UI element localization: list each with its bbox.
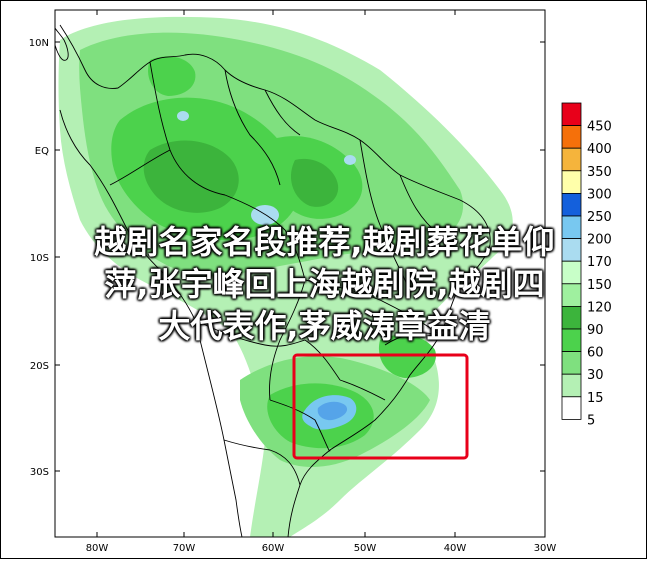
state-lines-1	[359, 139, 411, 291]
overlay-title-line-1: 越剧名家名段推荐,越剧葬花单仰	[94, 223, 555, 261]
colorbar-label-120: 120	[587, 300, 612, 315]
lon-label-60w: 60W	[262, 543, 285, 554]
pacific-coastline	[59, 109, 243, 537]
overlay-title-line-2: 萍,张宇峰回上海越剧院,越剧四	[104, 265, 545, 303]
lon-label-40w: 40W	[444, 543, 467, 554]
precip-blue-spot-2	[177, 111, 189, 121]
lat-label-10s: 10S	[30, 253, 49, 264]
central-america-coast	[55, 27, 69, 61]
precip-deep-core-1	[143, 140, 239, 213]
lat-label-eq: EQ	[35, 146, 49, 157]
colorbar-label-30: 30	[587, 368, 604, 383]
lon-label-50w: 50W	[354, 543, 377, 554]
border-8	[224, 69, 281, 186]
border-10	[223, 439, 301, 486]
colorbar-swatch-400	[561, 125, 582, 149]
colorbar-label-350: 350	[587, 165, 612, 180]
colorbar-label-15: 15	[587, 391, 604, 406]
highlight-box	[292, 353, 469, 460]
lon-label-30w: 30W	[534, 543, 557, 554]
state-lines-2	[399, 174, 441, 236]
precip-fields	[58, 16, 513, 537]
colorbar-label-450: 450	[587, 120, 612, 135]
border-9	[264, 89, 301, 136]
state-lines-3	[384, 332, 441, 346]
colorbar-swatch-5	[561, 396, 582, 420]
lon-label-80w: 80W	[86, 543, 109, 554]
colorbar-label-5: 5	[587, 413, 595, 428]
colorbar-label-170: 170	[587, 255, 612, 270]
colorbar-label-200: 200	[587, 233, 612, 248]
colorbar-label-300: 300	[587, 187, 612, 202]
colorbar-swatch-350	[561, 147, 582, 172]
state-lines-5	[339, 379, 386, 401]
overlay-title-line-3: 大代表作,茅威涛章益清	[158, 307, 491, 345]
colorbar: 450 400 350 300 250 200 170 150 120 90 60 30 15 5	[561, 102, 612, 428]
border-2	[224, 194, 306, 281]
precip-blue-core	[317, 401, 348, 421]
border-1	[149, 61, 226, 196]
lat-label-20s: 20S	[30, 361, 49, 372]
lon-label-70w: 70W	[173, 543, 196, 554]
colorbar-label-400: 400	[587, 142, 612, 157]
precip-deep-core-2	[290, 158, 339, 207]
border-5	[269, 399, 331, 452]
coastlines	[55, 24, 491, 537]
lat-label-10n: 10N	[29, 38, 49, 49]
border-4	[269, 279, 306, 401]
lat-label-30s: 30S	[30, 467, 49, 478]
colorbar-label-150: 150	[587, 278, 612, 293]
border-6	[194, 319, 306, 347]
axis-ticks	[55, 10, 545, 537]
colorbar-swatch-15	[561, 373, 582, 398]
colorbar-swatch-450	[561, 102, 582, 127]
colorbar-label-60: 60	[587, 346, 604, 361]
colorbar-label-90: 90	[587, 323, 604, 338]
state-lines-4	[304, 279, 441, 336]
colorbar-swatch-300	[561, 170, 582, 194]
colorbar-label-250: 250	[587, 210, 612, 225]
colorbar-swatch-30	[561, 351, 582, 375]
border-3	[109, 149, 171, 186]
plot-border	[54, 9, 546, 538]
precip-dark-core-5	[148, 56, 196, 96]
colorbar-swatch-250	[561, 192, 582, 217]
precip-blue-spot-3	[344, 155, 356, 165]
border-7	[304, 339, 341, 381]
